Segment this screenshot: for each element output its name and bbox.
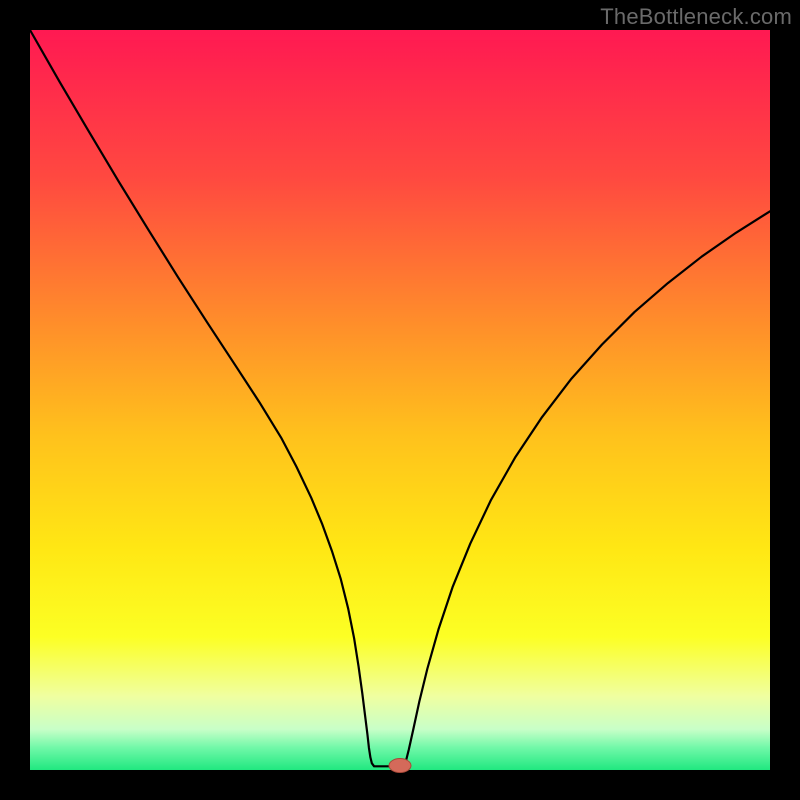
- watermark-text: TheBottleneck.com: [600, 4, 792, 30]
- plot-area: [30, 30, 770, 770]
- optimal-marker: [389, 759, 411, 773]
- chart-container: { "watermark": { "text": "TheBottleneck.…: [0, 0, 800, 800]
- bottleneck-chart: [0, 0, 800, 800]
